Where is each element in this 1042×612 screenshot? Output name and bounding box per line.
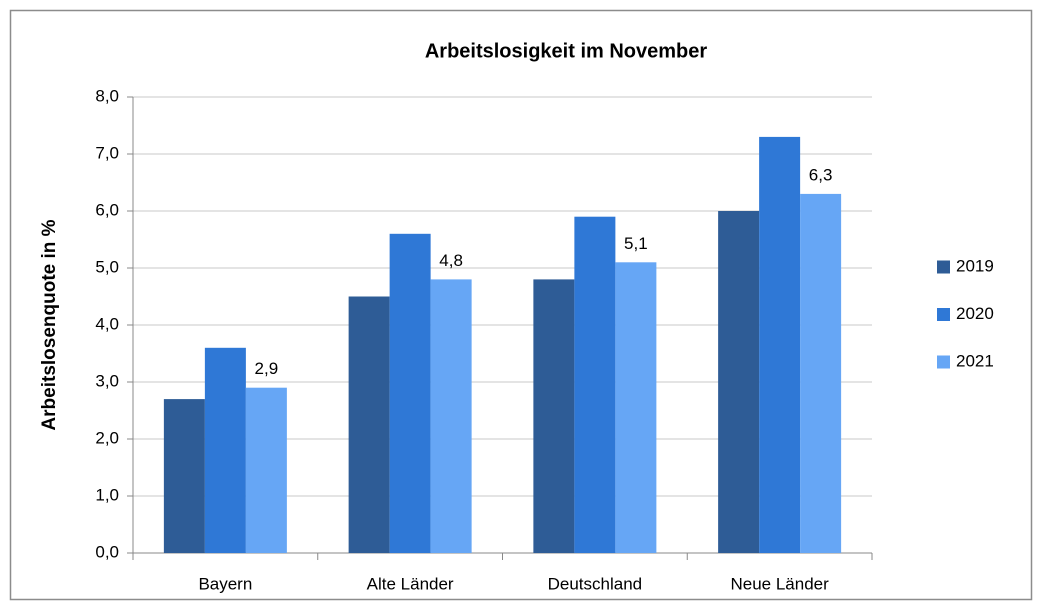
y-tick-label: 4,0 <box>95 314 119 333</box>
bar <box>430 279 472 553</box>
bar <box>759 136 801 553</box>
y-tick-label: 6,0 <box>95 200 119 219</box>
y-axis-label: Arbeitslosenquote in % <box>39 219 60 430</box>
bar <box>800 193 842 553</box>
y-tick-label: 2,0 <box>95 428 119 447</box>
legend-swatch <box>937 355 950 369</box>
legend-label: 2020 <box>956 304 994 323</box>
y-tick-label: 8,0 <box>95 86 119 105</box>
bar <box>204 347 246 553</box>
bar <box>163 399 205 553</box>
x-tick-label: Deutschland <box>548 574 643 593</box>
y-tick-label: 1,0 <box>95 485 119 504</box>
bar <box>718 211 760 553</box>
x-tick-label: Alte Länder <box>367 574 454 593</box>
legend-swatch <box>937 260 950 274</box>
x-tick-label: Neue Länder <box>730 574 829 593</box>
bar <box>533 279 575 553</box>
legend-label: 2021 <box>956 351 994 370</box>
chart-border <box>9 9 1033 601</box>
data-label: 5,1 <box>624 234 648 253</box>
bar <box>245 387 287 553</box>
legend-label: 2019 <box>956 256 994 275</box>
y-tick-label: 5,0 <box>95 257 119 276</box>
y-tick-label: 7,0 <box>95 143 119 162</box>
bar <box>389 233 431 554</box>
y-tick-label: 3,0 <box>95 371 119 390</box>
data-label: 4,8 <box>439 251 463 270</box>
chart-title: Arbeitslosigkeit im November <box>425 40 708 62</box>
y-tick-label: 0,0 <box>95 542 119 561</box>
x-tick-label: Bayern <box>198 574 252 593</box>
bar <box>348 296 390 553</box>
data-label: 6,3 <box>809 165 833 184</box>
bar <box>615 262 657 553</box>
bar <box>574 216 616 553</box>
legend-swatch <box>937 308 950 321</box>
data-label: 2,9 <box>255 359 279 378</box>
